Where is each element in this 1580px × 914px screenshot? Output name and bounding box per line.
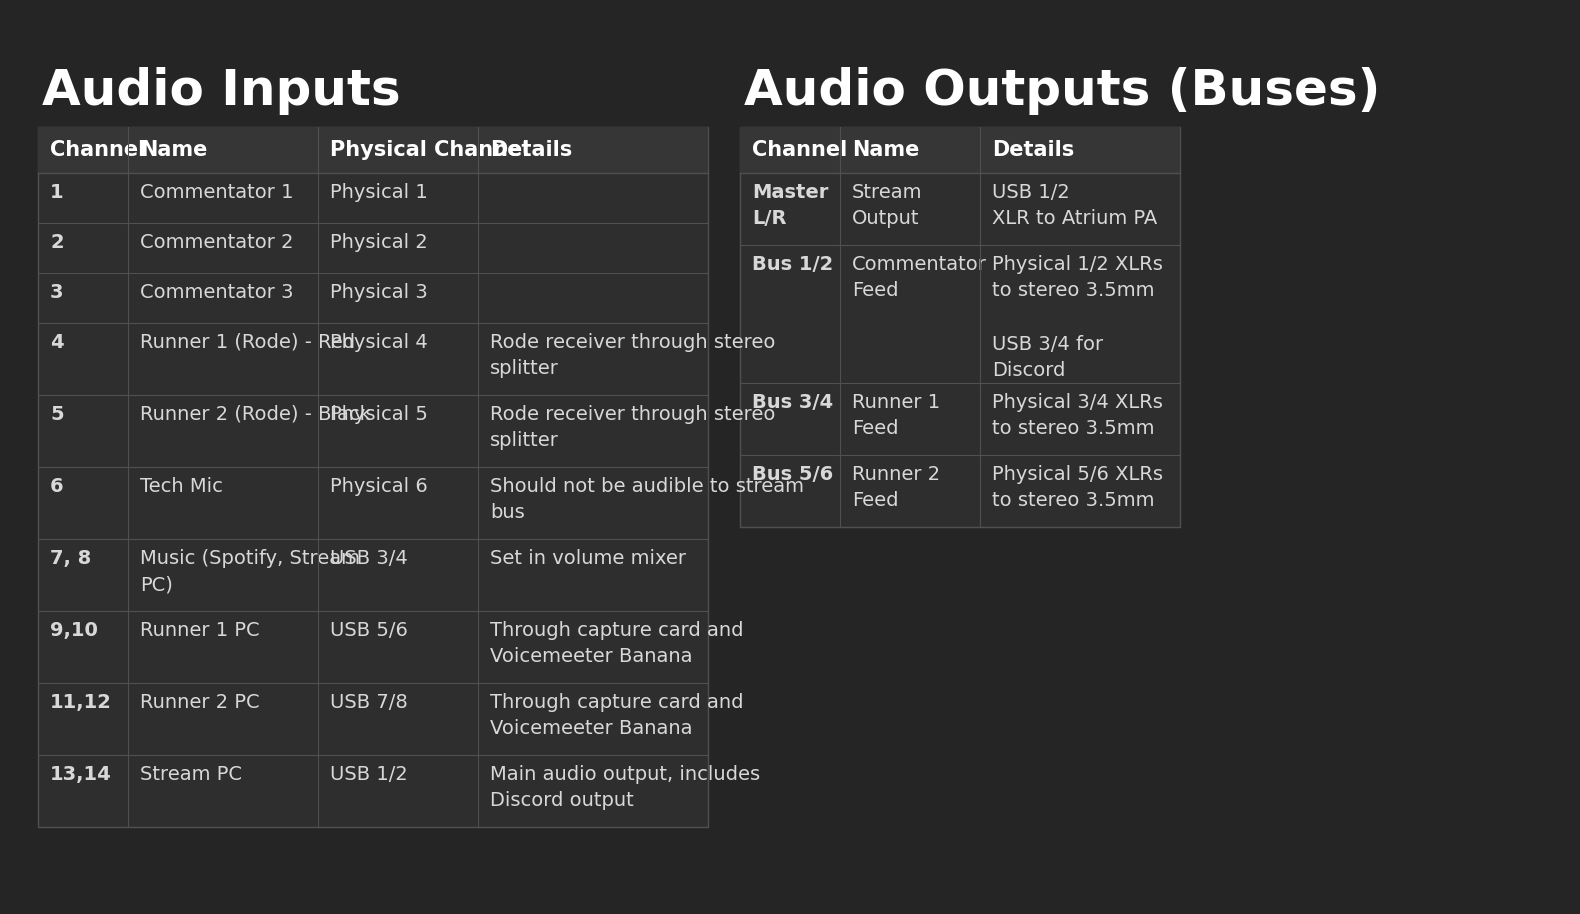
Text: Through capture card and
Voicemeeter Banana: Through capture card and Voicemeeter Ban…	[490, 693, 744, 739]
Text: Physical 4: Physical 4	[330, 333, 428, 352]
Text: Bus 3/4: Bus 3/4	[752, 393, 833, 412]
Text: Audio Outputs (Buses): Audio Outputs (Buses)	[744, 67, 1381, 115]
Text: Rode receiver through stereo
splitter: Rode receiver through stereo splitter	[490, 405, 776, 451]
Text: 4: 4	[51, 333, 63, 352]
Bar	[739, 127, 1180, 527]
Text: USB 5/6: USB 5/6	[330, 621, 408, 640]
Text: Name: Name	[852, 140, 920, 160]
Text: Music (Spotify, Stream
PC): Music (Spotify, Stream PC)	[141, 549, 360, 594]
Text: Physical 5/6 XLRs
to stereo 3.5mm: Physical 5/6 XLRs to stereo 3.5mm	[992, 465, 1163, 511]
Bar	[38, 127, 708, 827]
Text: Commentator 3: Commentator 3	[141, 283, 294, 302]
Text: Should not be audible to stream
bus: Should not be audible to stream bus	[490, 477, 804, 523]
Text: Details: Details	[992, 140, 1074, 160]
Text: USB 7/8: USB 7/8	[330, 693, 408, 712]
Text: USB 3/4: USB 3/4	[330, 549, 408, 568]
Text: Physical Channel: Physical Channel	[330, 140, 529, 160]
Text: Bus 5/6: Bus 5/6	[752, 465, 833, 484]
Text: Channel: Channel	[51, 140, 145, 160]
Text: 5: 5	[51, 405, 63, 424]
Text: Stream PC: Stream PC	[141, 765, 242, 784]
Text: Stream
Output: Stream Output	[852, 183, 923, 228]
Text: Physical 6: Physical 6	[330, 477, 428, 496]
Text: Physical 2: Physical 2	[330, 233, 428, 252]
Text: Runner 2 (Rode) - Black: Runner 2 (Rode) - Black	[141, 405, 371, 424]
Text: Details: Details	[490, 140, 572, 160]
Text: 13,14: 13,14	[51, 765, 112, 784]
Text: Bus 1/2: Bus 1/2	[752, 255, 833, 274]
Text: Physical 1: Physical 1	[330, 183, 428, 202]
Text: Channel: Channel	[752, 140, 847, 160]
Text: Commentator
Feed: Commentator Feed	[852, 255, 988, 301]
Text: 3: 3	[51, 283, 63, 302]
Text: Name: Name	[141, 140, 207, 160]
Text: USB 1/2
XLR to Atrium PA: USB 1/2 XLR to Atrium PA	[992, 183, 1157, 228]
Text: 7, 8: 7, 8	[51, 549, 92, 568]
Text: Physical 3/4 XLRs
to stereo 3.5mm: Physical 3/4 XLRs to stereo 3.5mm	[992, 393, 1163, 439]
Text: Physical 5: Physical 5	[330, 405, 428, 424]
Text: Commentator 2: Commentator 2	[141, 233, 294, 252]
Text: Through capture card and
Voicemeeter Banana: Through capture card and Voicemeeter Ban…	[490, 621, 744, 666]
Text: Runner 1 PC: Runner 1 PC	[141, 621, 259, 640]
Text: Runner 2
Feed: Runner 2 Feed	[852, 465, 940, 511]
Text: Main audio output, includes
Discord output: Main audio output, includes Discord outp…	[490, 765, 760, 811]
Text: Tech Mic: Tech Mic	[141, 477, 223, 496]
Text: 9,10: 9,10	[51, 621, 98, 640]
Text: 6: 6	[51, 477, 63, 496]
Text: USB 1/2: USB 1/2	[330, 765, 408, 784]
Text: Audio Inputs: Audio Inputs	[43, 67, 401, 115]
Bar	[38, 127, 708, 173]
Text: Runner 2 PC: Runner 2 PC	[141, 693, 259, 712]
Text: 2: 2	[51, 233, 63, 252]
Text: Runner 1 (Rode) - Red: Runner 1 (Rode) - Red	[141, 333, 356, 352]
Text: Master
L/R: Master L/R	[752, 183, 828, 228]
Text: 11,12: 11,12	[51, 693, 112, 712]
Text: Commentator 1: Commentator 1	[141, 183, 294, 202]
Text: Rode receiver through stereo
splitter: Rode receiver through stereo splitter	[490, 333, 776, 378]
Text: 1: 1	[51, 183, 63, 202]
Bar	[739, 127, 1180, 173]
Text: Physical 1/2 XLRs
to stereo 3.5mm

USB 3/4 for
Discord: Physical 1/2 XLRs to stereo 3.5mm USB 3/…	[992, 255, 1163, 380]
Text: Physical 3: Physical 3	[330, 283, 428, 302]
Text: Runner 1
Feed: Runner 1 Feed	[852, 393, 940, 439]
Text: Set in volume mixer: Set in volume mixer	[490, 549, 686, 568]
